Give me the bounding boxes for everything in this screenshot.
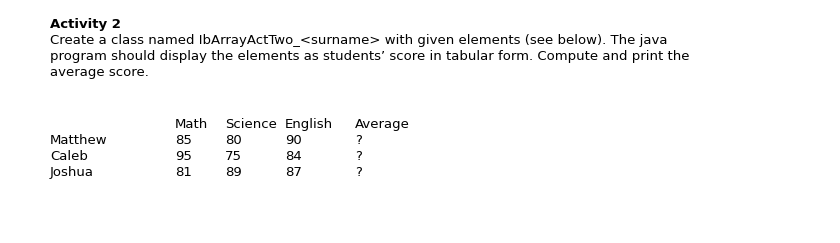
- Text: Average: Average: [355, 118, 410, 131]
- Text: English: English: [285, 118, 333, 131]
- Text: Create a class named IbArrayActTwo_<surname> with given elements (see below). Th: Create a class named IbArrayActTwo_<surn…: [50, 34, 668, 47]
- Text: 84: 84: [285, 150, 302, 163]
- Text: 80: 80: [225, 134, 242, 147]
- Text: Math: Math: [175, 118, 208, 131]
- Text: 81: 81: [175, 166, 192, 179]
- Text: 87: 87: [285, 166, 302, 179]
- Text: Caleb: Caleb: [50, 150, 88, 163]
- Text: 75: 75: [225, 150, 242, 163]
- Text: Joshua: Joshua: [50, 166, 94, 179]
- Text: 90: 90: [285, 134, 302, 147]
- Text: program should display the elements as students’ score in tabular form. Compute : program should display the elements as s…: [50, 50, 690, 63]
- Text: average score.: average score.: [50, 66, 149, 79]
- Text: Matthew: Matthew: [50, 134, 108, 147]
- Text: ?: ?: [355, 150, 362, 163]
- Text: ?: ?: [355, 166, 362, 179]
- Text: 85: 85: [175, 134, 192, 147]
- Text: Activity 2: Activity 2: [50, 18, 121, 31]
- Text: 89: 89: [225, 166, 242, 179]
- Text: 95: 95: [175, 150, 192, 163]
- Text: ?: ?: [355, 134, 362, 147]
- Text: Science: Science: [225, 118, 277, 131]
